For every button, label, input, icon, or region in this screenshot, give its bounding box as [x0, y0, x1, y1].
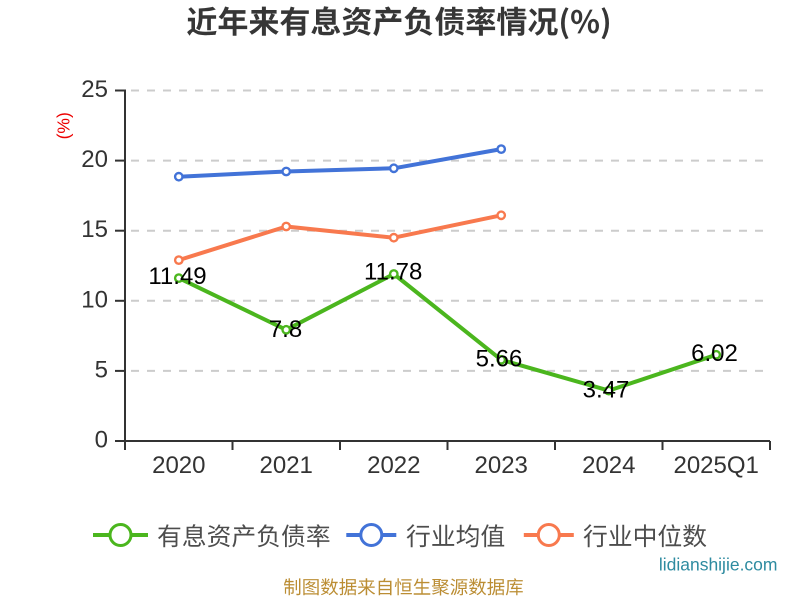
svg-text:2020: 2020 [152, 452, 205, 479]
svg-text:7.8: 7.8 [269, 316, 302, 343]
svg-text:2022: 2022 [367, 452, 420, 479]
svg-text:lidianshijie.com: lidianshijie.com [659, 555, 778, 575]
svg-text:11.49: 11.49 [148, 263, 206, 290]
svg-text:2021: 2021 [260, 452, 313, 479]
svg-text:15: 15 [81, 216, 108, 243]
svg-text:0: 0 [95, 427, 108, 454]
svg-text:10: 10 [81, 286, 108, 313]
svg-text:20: 20 [81, 146, 108, 173]
svg-text:(%): (%) [53, 112, 73, 139]
svg-text:2024: 2024 [582, 452, 635, 479]
svg-text:5: 5 [95, 356, 108, 383]
svg-text:25: 25 [81, 76, 108, 103]
svg-text:5.66: 5.66 [476, 346, 523, 373]
svg-text:6.02: 6.02 [691, 340, 738, 367]
svg-text:2025Q1: 2025Q1 [673, 452, 758, 479]
svg-text:2023: 2023 [475, 452, 528, 479]
svg-text:11.78: 11.78 [364, 259, 422, 286]
svg-text:3.47: 3.47 [583, 377, 630, 404]
